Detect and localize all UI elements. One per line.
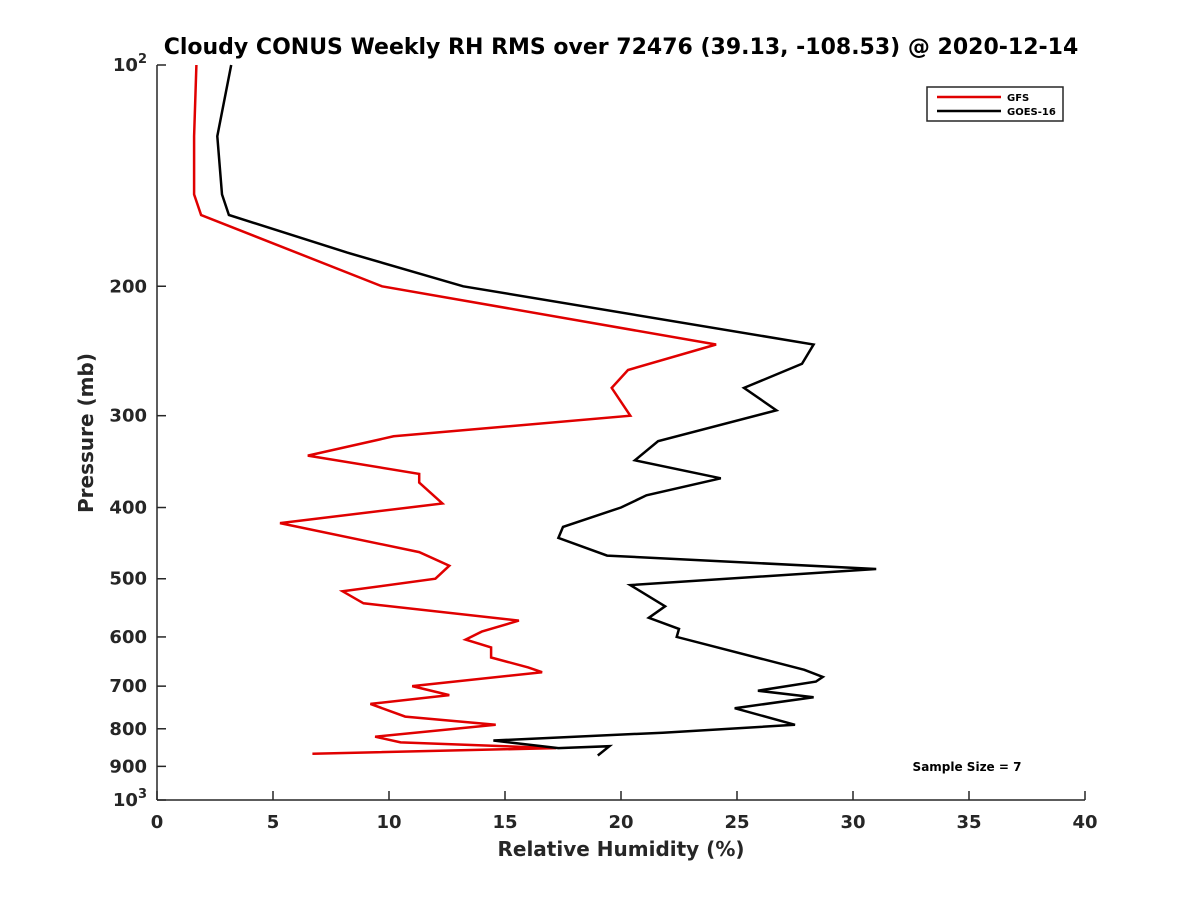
legend-box: [926, 86, 1064, 122]
y-tick-label: 400: [109, 498, 147, 519]
y-tick-label: 500: [109, 569, 147, 590]
series-line-goes-16: [216, 64, 877, 757]
y-tick-label: 700: [109, 676, 147, 697]
y-tick-label: 102: [113, 52, 147, 76]
x-tick-label: 40: [1072, 812, 1097, 833]
legend-label: GFS: [1007, 93, 1029, 104]
x-tick-label: 10: [376, 812, 401, 833]
y-tick-label: 900: [109, 756, 147, 777]
series-lines: [192, 64, 877, 757]
y-tick-label: 200: [109, 276, 147, 297]
y-tick-label: 103: [113, 787, 147, 811]
x-tick-label: 35: [956, 812, 981, 833]
x-tick-label: 15: [492, 812, 517, 833]
y-tick-label: 600: [109, 627, 147, 648]
legend-label: GOES-16: [1007, 107, 1056, 118]
x-tick-label: 0: [151, 812, 164, 833]
series-line-gfs: [192, 64, 717, 755]
x-tick-label: 25: [724, 812, 749, 833]
y-axis-label: Pressure (mb): [74, 353, 98, 513]
x-tick-label: 5: [267, 812, 280, 833]
legend: GFS GOES-16: [926, 86, 1064, 122]
chart-title: Cloudy CONUS Weekly RH RMS over 72476 (3…: [164, 35, 1079, 60]
x-tick-label: 30: [840, 812, 865, 833]
sample-size-annotation: Sample Size = 7: [913, 760, 1022, 774]
y-tick-label: 300: [109, 406, 147, 427]
x-axis-ticks: 0 5 10 15 20 25 30 35 40: [151, 791, 1098, 833]
x-tick-label: 20: [608, 812, 633, 833]
y-axis-ticks: 102 200 300 400 500 600 700 800 900 103: [109, 52, 166, 811]
x-axis-label: Relative Humidity (%): [497, 837, 744, 861]
y-tick-label: 800: [109, 719, 147, 740]
